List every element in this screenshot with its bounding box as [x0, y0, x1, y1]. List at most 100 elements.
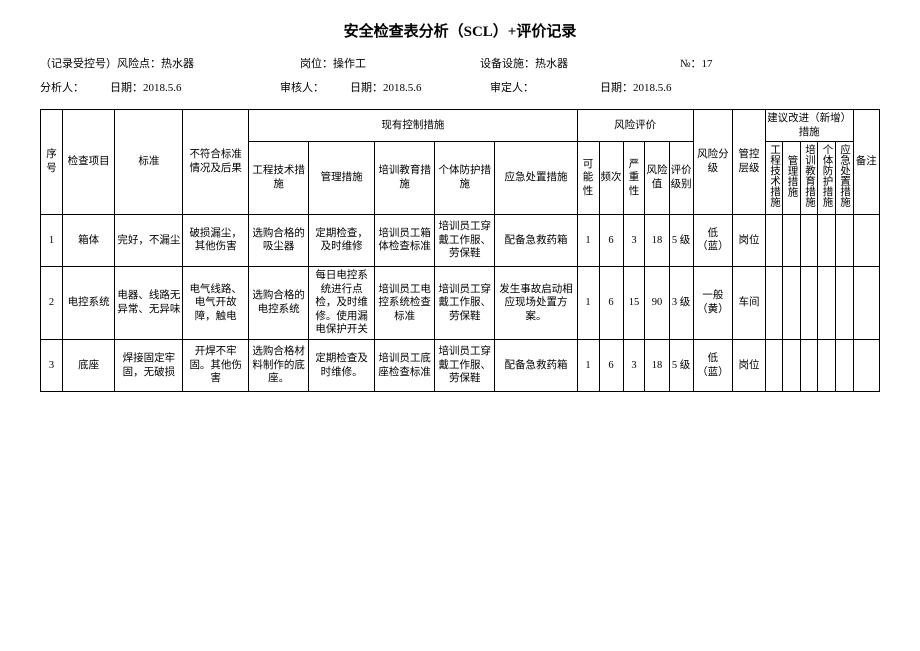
cell-s5: [835, 266, 853, 339]
cell-sev: 3: [623, 214, 645, 266]
cell-std: 电器、线路无异常、无异味: [115, 266, 183, 339]
cell-mgmt: 每日电控系统进行点检，及时维修。使用漏电保护开关: [309, 266, 375, 339]
cell-train: 培训员工箱体检查标准: [374, 214, 434, 266]
cell-freq: 6: [599, 266, 623, 339]
cell-grade: 3 级: [669, 266, 693, 339]
cell-freq: 6: [599, 214, 623, 266]
th-smgmt: 管理措施: [783, 142, 801, 215]
meta-row-2: 分析人： 日期：2018.5.6 审核人： 日期：2018.5.6 审定人： 日…: [40, 79, 880, 95]
table-row: 3底座焊接固定牢固，无破损开焊不牢固。其他伤害选购合格材料制作的底座。定期检查及…: [41, 340, 880, 392]
meta-date1: 日期：2018.5.6: [110, 79, 280, 95]
th-noncon: 不符合标准情况及后果: [183, 110, 249, 215]
cell-eng: 选购合格的电控系统: [249, 266, 309, 339]
cell-val: 18: [645, 214, 669, 266]
cell-freq: 6: [599, 340, 623, 392]
th-item: 检查项目: [62, 110, 115, 215]
cell-s1: [765, 266, 783, 339]
th-seng: 工程技术措施: [765, 142, 783, 215]
th-val: 风险值: [645, 142, 669, 215]
th-sev: 严重性: [623, 142, 645, 215]
meta-date3: 日期：2018.5.6: [600, 79, 672, 95]
cell-std: 焊接固定牢固，无破损: [115, 340, 183, 392]
cell-mgmt: 定期检查，及时维修: [309, 214, 375, 266]
th-poss: 可能性: [577, 142, 599, 215]
cell-s1: [765, 214, 783, 266]
cell-s4: [818, 214, 836, 266]
th-train: 培训教育措施: [374, 142, 434, 215]
cell-train: 培训员工电控系统检查标准: [374, 266, 434, 339]
th-std: 标准: [115, 110, 183, 215]
cell-rank: 低（蓝）: [693, 340, 732, 392]
cell-std: 完好，不漏尘: [115, 214, 183, 266]
cell-s3: [800, 214, 818, 266]
th-sppe: 个体防护措施: [818, 142, 836, 215]
meta-analyst: 分析人：: [40, 79, 110, 95]
cell-s4: [818, 266, 836, 339]
cell-s5: [835, 214, 853, 266]
cell-emerg: 配备急救药箱: [495, 214, 577, 266]
meta-riskpoint: （记录受控号）风险点：热水器: [40, 55, 300, 71]
cell-seq: 2: [41, 266, 63, 339]
cell-s2: [783, 340, 801, 392]
cell-seq: 3: [41, 340, 63, 392]
cell-rank: 低（蓝）: [693, 214, 732, 266]
th-semerg: 应急处置措施: [835, 142, 853, 215]
th-ctrl-group: 现有控制措施: [249, 110, 578, 142]
cell-train: 培训员工底座检查标准: [374, 340, 434, 392]
meta-reviewer: 审核人：: [280, 79, 350, 95]
th-mgmt: 管理措施: [309, 142, 375, 215]
th-seq: 序号: [41, 110, 63, 215]
table-row: 2电控系统电器、线路无异常、无异味电气线路、电气开故障，触电选购合格的电控系统每…: [41, 266, 880, 339]
cell-item: 底座: [62, 340, 115, 392]
cell-remark: [853, 266, 880, 339]
cell-sev: 3: [623, 340, 645, 392]
meta-row-1: （记录受控号）风险点：热水器 岗位：操作工 设备设施：热水器 №：17: [40, 55, 880, 71]
scl-table: 序号 检查项目 标准 不符合标准情况及后果 现有控制措施 风险评价 风险分级 管…: [40, 109, 880, 392]
th-remark: 备注: [853, 110, 880, 215]
meta-equipment: 设备设施：热水器: [480, 55, 680, 71]
table-row: 1箱体完好，不漏尘破损漏尘，其他伤害选购合格的吸尘器定期检查，及时维修培训员工箱…: [41, 214, 880, 266]
cell-ppe: 培训员工穿戴工作服、劳保鞋: [435, 266, 495, 339]
cell-mgmt: 定期检查及时维修。: [309, 340, 375, 392]
cell-item: 电控系统: [62, 266, 115, 339]
cell-noncon: 破损漏尘，其他伤害: [183, 214, 249, 266]
cell-grade: 5 级: [669, 340, 693, 392]
meta-no: №：17: [680, 55, 713, 71]
cell-s2: [783, 266, 801, 339]
th-rank: 风险分级: [693, 110, 732, 215]
cell-s2: [783, 214, 801, 266]
th-grade: 评价级别: [669, 142, 693, 215]
cell-item: 箱体: [62, 214, 115, 266]
cell-remark: [853, 340, 880, 392]
th-strain: 培训教育措施: [800, 142, 818, 215]
cell-level: 岗位: [733, 214, 766, 266]
page-title: 安全检查表分析（SCL）+评价记录: [40, 20, 880, 41]
cell-s3: [800, 266, 818, 339]
th-sug-group: 建议改进（新增）措施: [765, 110, 853, 142]
th-emerg: 应急处置措施: [495, 142, 577, 215]
cell-grade: 5 级: [669, 214, 693, 266]
cell-emerg: 发生事故启动相应现场处置方案。: [495, 266, 577, 339]
cell-level: 岗位: [733, 340, 766, 392]
meta-approver: 审定人：: [490, 79, 600, 95]
meta-date2: 日期：2018.5.6: [350, 79, 490, 95]
cell-eng: 选购合格的吸尘器: [249, 214, 309, 266]
th-level: 管控层级: [733, 110, 766, 215]
cell-ppe: 培训员工穿戴工作服、劳保鞋: [435, 214, 495, 266]
cell-val: 18: [645, 340, 669, 392]
cell-val: 90: [645, 266, 669, 339]
cell-rank: 一般（黄）: [693, 266, 732, 339]
cell-level: 车间: [733, 266, 766, 339]
cell-noncon: 开焊不牢固。其他伤害: [183, 340, 249, 392]
cell-noncon: 电气线路、电气开故障，触电: [183, 266, 249, 339]
th-eng: 工程技术措施: [249, 142, 309, 215]
cell-ppe: 培训员工穿戴工作服、劳保鞋: [435, 340, 495, 392]
th-risk-group: 风险评价: [577, 110, 693, 142]
cell-remark: [853, 214, 880, 266]
th-ppe: 个体防护措施: [435, 142, 495, 215]
cell-s5: [835, 340, 853, 392]
cell-s4: [818, 340, 836, 392]
cell-s3: [800, 340, 818, 392]
meta-post: 岗位：操作工: [300, 55, 480, 71]
cell-eng: 选购合格材料制作的底座。: [249, 340, 309, 392]
